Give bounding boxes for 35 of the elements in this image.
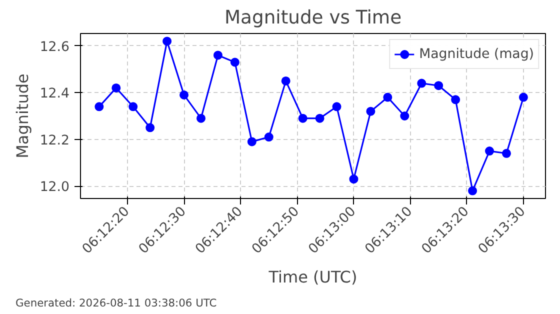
point [94, 102, 104, 112]
point [468, 186, 478, 196]
point [417, 78, 426, 88]
y-tick-label: 12.4 [40, 86, 70, 102]
point [502, 148, 511, 158]
point [213, 50, 222, 60]
point [146, 123, 155, 132]
point [383, 92, 392, 102]
y-tick-label: 12.6 [40, 40, 70, 55]
point [434, 81, 444, 90]
point [315, 114, 324, 123]
point [247, 137, 256, 146]
point [349, 174, 358, 184]
point [112, 83, 121, 92]
point [162, 36, 172, 46]
point [180, 90, 189, 100]
point [400, 112, 410, 120]
y-tick-label: 12.2 [40, 133, 70, 148]
point [366, 106, 376, 116]
point [518, 92, 528, 102]
point [281, 76, 290, 86]
point [451, 95, 460, 104]
y-tick-label: 12.0 [40, 180, 70, 196]
x-axis-title: Time (UTC) [268, 267, 358, 286]
point [128, 102, 138, 112]
point [298, 114, 308, 123]
point [484, 146, 494, 156]
point [230, 58, 240, 67]
point [264, 132, 274, 142]
y-axis-title: Magnitude [12, 74, 32, 158]
text: Generated: 2026-08-11 03:38:06 UTC [16, 296, 217, 310]
legend-label: Magnitude (mag) [419, 46, 534, 62]
point [196, 114, 206, 123]
point [332, 102, 342, 112]
chart-title: Magnitude vs Time [224, 8, 402, 28]
